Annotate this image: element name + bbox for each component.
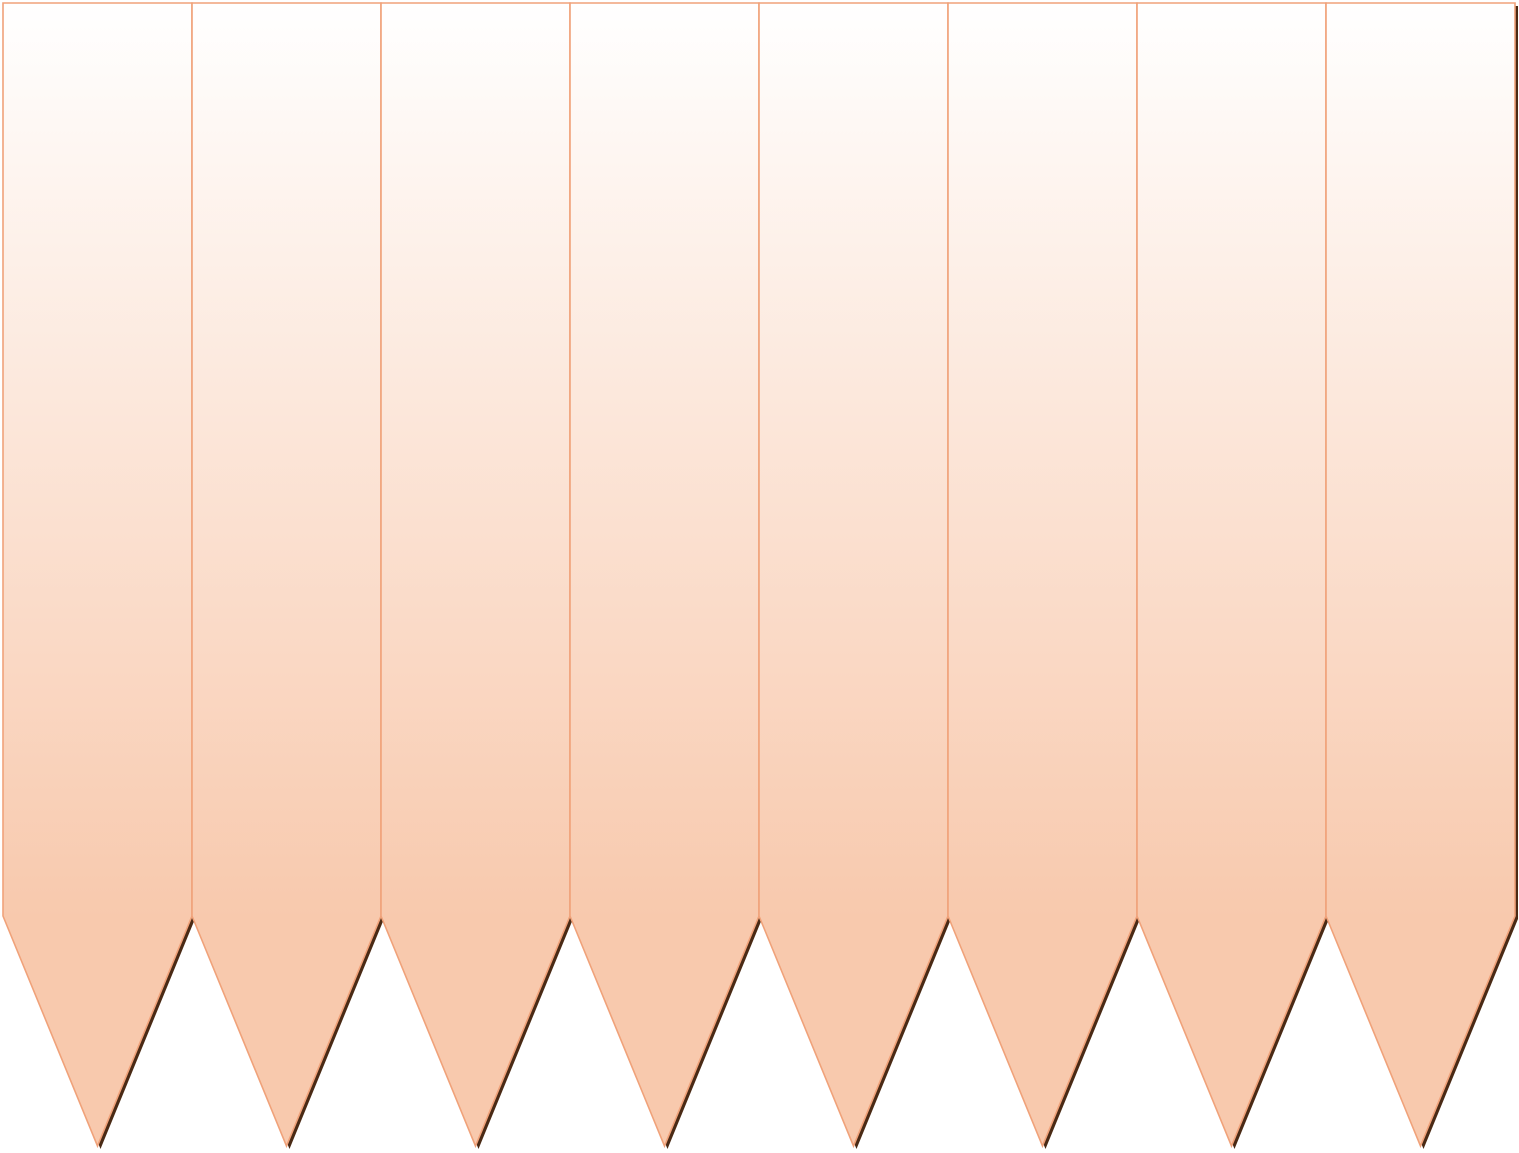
pennant-8 [1325, 2, 1516, 1149]
pennant-6 [947, 2, 1138, 1149]
pennant-1 [2, 2, 193, 1149]
pennant-2 [191, 2, 382, 1149]
pennant-5 [758, 2, 949, 1149]
pennant-7 [1136, 2, 1327, 1149]
pennant-4 [569, 2, 760, 1149]
pennant-3 [380, 2, 571, 1149]
